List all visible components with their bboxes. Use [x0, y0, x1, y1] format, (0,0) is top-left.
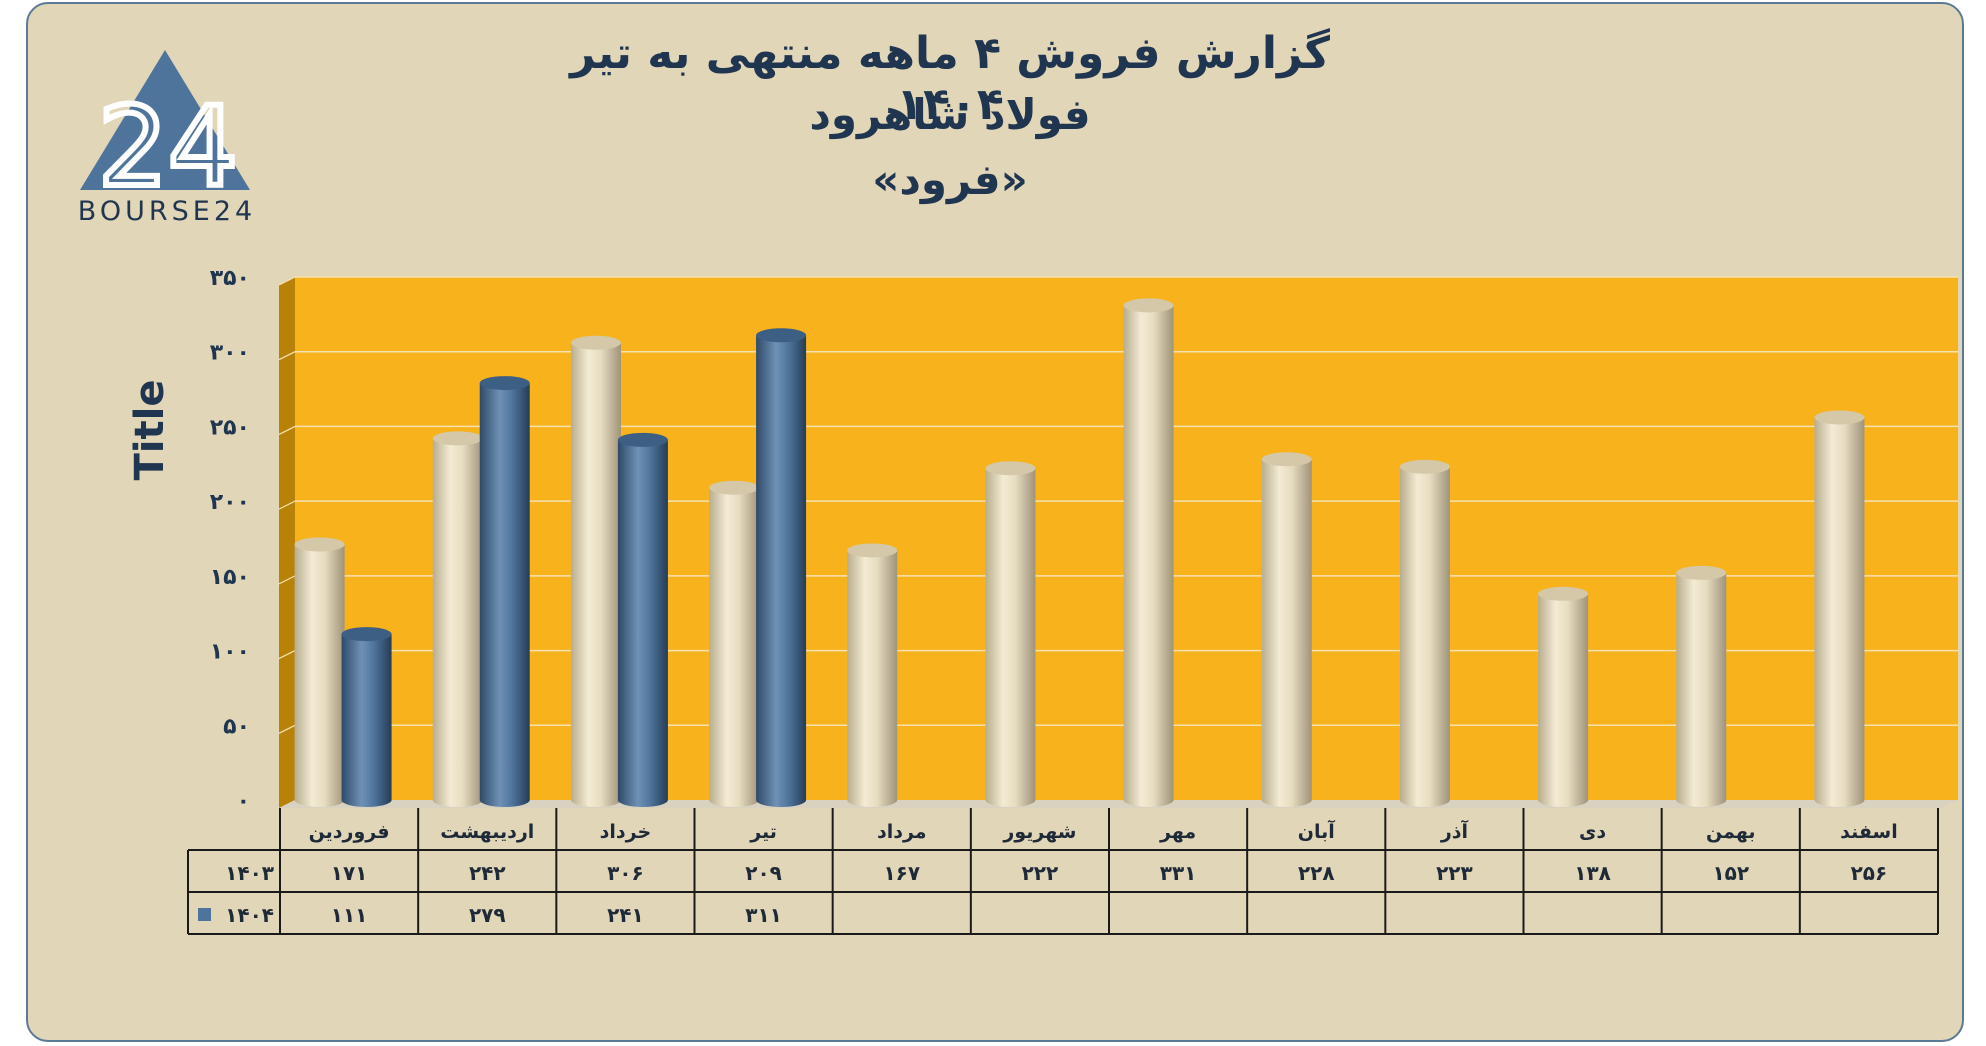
data-cell: ۱۳۸ — [1574, 861, 1611, 885]
category-label: مهر — [1159, 821, 1196, 843]
bar-1403 — [1538, 593, 1589, 808]
logo-triangle — [80, 50, 250, 190]
data-cell: ۳۱۱ — [745, 903, 782, 927]
category-label: تیر — [749, 821, 777, 843]
data-cell: ۲۷۹ — [469, 903, 506, 927]
data-cell: ۲۵۶ — [1851, 861, 1888, 885]
bar-top-1403 — [847, 543, 898, 558]
y-tick-label: ۲۰۰ — [210, 490, 250, 515]
bar-1403 — [709, 487, 760, 808]
grid-line-side — [278, 425, 296, 435]
data-cell: ۳۳۱ — [1160, 861, 1197, 885]
legend-key-1404 — [198, 908, 211, 921]
bar-1403 — [570, 342, 621, 808]
category-label: اسفند — [1840, 821, 1898, 843]
bar-1404 — [756, 335, 807, 808]
y-tick-label: ۰ — [237, 789, 250, 814]
bar-top-1404 — [341, 627, 392, 642]
grid-line-side — [278, 575, 296, 585]
grid-line-side — [278, 351, 296, 361]
plot-floor — [279, 800, 1958, 808]
bar-1403 — [847, 550, 898, 808]
data-cell: ۲۲۸ — [1298, 861, 1335, 885]
category-label: آبان — [1298, 819, 1335, 843]
data-cell: ۲۴۲ — [469, 861, 506, 885]
category-label: دی — [1579, 821, 1606, 843]
grid-line-side — [278, 650, 296, 660]
data-cell: ۱۵۲ — [1712, 861, 1749, 885]
bar-top-1403 — [1399, 459, 1450, 474]
plot-side-wall — [279, 277, 295, 808]
bourse24-logo: 24 — [80, 50, 250, 214]
category-label: بهمن — [1706, 821, 1756, 843]
grid-line-side — [278, 500, 296, 510]
y-tick-label: ۲۵۰ — [210, 415, 250, 440]
bar-top-1403 — [985, 461, 1036, 476]
data-cell: ۱۷۱ — [331, 861, 368, 885]
data-cell: ۲۴۱ — [607, 903, 644, 927]
data-cell: ۲۲۲ — [1022, 861, 1059, 885]
bar-1403 — [294, 544, 345, 808]
data-cell: ۲۲۳ — [1436, 861, 1473, 885]
bar-1404 — [341, 634, 392, 808]
chart-title: گزارش فروش ۴ ماهه منتهی به تیر ۱۴۰۴ — [570, 28, 1330, 130]
chart-subtitle: فولاد شاهرود — [809, 90, 1091, 139]
data-cell: ۲۰۹ — [745, 861, 782, 885]
logo-text: BOURSE24 — [77, 196, 257, 227]
bar-top-1403 — [1261, 452, 1312, 467]
bar-top-1403 — [1538, 586, 1589, 601]
bar-top-1403 — [1123, 298, 1174, 313]
y-tick-label: ۱۰۰ — [210, 640, 250, 665]
chart-subtitle-symbol: «فرود» — [872, 155, 1028, 204]
y-tick-label: ۳۵۰ — [210, 266, 250, 291]
bar-top-1403 — [432, 431, 483, 446]
bar-top-1403 — [1814, 410, 1865, 425]
data-cell: ۱۱۱ — [331, 903, 368, 927]
y-axis-ticks: ۰ ۵۰ ۱۰۰ ۱۵۰ ۲۰۰ ۲۵۰ ۳۰۰ ۳۵۰ — [210, 266, 250, 814]
y-tick-label: ۳۰۰ — [210, 341, 250, 366]
data-cell: ۳۰۶ — [607, 861, 644, 885]
bar-1404 — [479, 383, 530, 808]
bar-top-1404 — [617, 432, 668, 447]
bar-top-1404 — [479, 376, 530, 391]
data-cell: ۱۶۷ — [883, 861, 920, 885]
category-label: اردیبهشت — [440, 821, 534, 843]
bar-top-1403 — [709, 480, 760, 495]
grid-line-side — [278, 724, 296, 734]
bar-1403 — [1399, 466, 1450, 808]
data-table: فروردین اردیبهشت خرداد تیر مرداد شهریور مهر آبا… — [187, 808, 1939, 935]
category-label: خرداد — [600, 821, 652, 843]
bar-1403 — [1261, 459, 1312, 808]
legend-label: ۱۴۰۴ — [225, 903, 274, 927]
category-label: مرداد — [877, 821, 927, 843]
bar-1403 — [985, 468, 1036, 808]
bars — [294, 298, 1865, 808]
bar-top-1403 — [1676, 565, 1727, 580]
y-tick-label: ۱۵۰ — [210, 565, 250, 590]
bar-top-1404 — [756, 328, 807, 343]
bar-1403 — [1814, 417, 1865, 808]
y-tick-label: ۵۰ — [223, 714, 250, 739]
legend-label: ۱۴۰۳ — [225, 861, 274, 885]
logo-mark: 24 — [98, 83, 238, 211]
category-label: آذر — [1440, 819, 1469, 843]
bar-top-1403 — [294, 537, 345, 552]
category-label: شهریور — [1002, 821, 1076, 843]
grid-line-side — [278, 276, 296, 286]
bar-1404 — [617, 439, 668, 808]
bar-top-1403 — [570, 335, 621, 350]
bar-1403 — [432, 438, 483, 808]
bar-1403 — [1123, 305, 1174, 808]
category-label: فروردین — [309, 821, 390, 843]
bar-1403 — [1676, 572, 1727, 808]
